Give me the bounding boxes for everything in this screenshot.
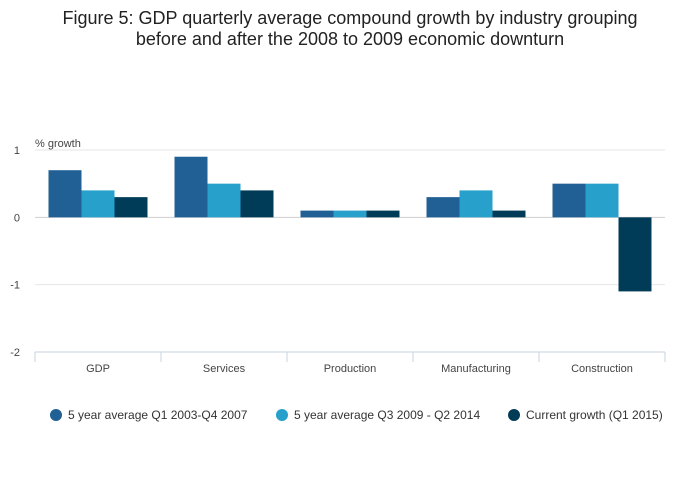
bar — [300, 210, 334, 218]
y-tick-label: 0 — [14, 212, 20, 224]
y-tick-label: -1 — [10, 280, 20, 292]
bar — [114, 197, 148, 218]
x-tick-label: Services — [203, 363, 246, 375]
bar — [333, 210, 367, 218]
x-tick-label: Production — [324, 363, 377, 375]
x-tick-label: Construction — [571, 363, 633, 375]
legend-swatch — [508, 409, 520, 421]
legend-swatch — [276, 409, 288, 421]
bar — [366, 210, 400, 218]
bar — [240, 190, 274, 218]
bar — [618, 217, 652, 292]
y-tick-label: 1 — [14, 145, 20, 157]
y-axis-label: % growth — [35, 138, 81, 150]
legend-swatch — [50, 409, 62, 421]
bar — [552, 183, 586, 218]
x-tick-label: GDP — [86, 363, 110, 375]
y-tick-label: -2 — [10, 347, 20, 359]
bar — [81, 190, 115, 218]
legend-label: 5 year average Q3 2009 - Q2 2014 — [294, 408, 480, 422]
chart-title-line-1: Figure 5: GDP quarterly average compound… — [62, 8, 638, 28]
legend: 5 year average Q1 2003-Q4 2007 5 year ave… — [50, 408, 663, 422]
bar — [48, 170, 82, 218]
chart-title-line-2: before and after the 2008 to 2009 econom… — [135, 29, 565, 49]
legend-label: 5 year average Q1 2003-Q4 2007 — [68, 408, 248, 422]
x-tick-label: Manufacturing — [441, 363, 511, 375]
bar — [459, 190, 493, 218]
axes: 1 0 -1 -2 GDP Services Production Manufacturing… — [10, 145, 666, 375]
bars — [48, 156, 652, 292]
chart-title: Figure 5: GDP quarterly average compound… — [0, 8, 700, 50]
legend-label: Current growth (Q1 2015) — [526, 408, 663, 422]
bar — [426, 197, 460, 218]
bar — [585, 183, 619, 218]
bar — [492, 210, 526, 218]
bar — [174, 156, 208, 218]
bar — [207, 183, 241, 218]
